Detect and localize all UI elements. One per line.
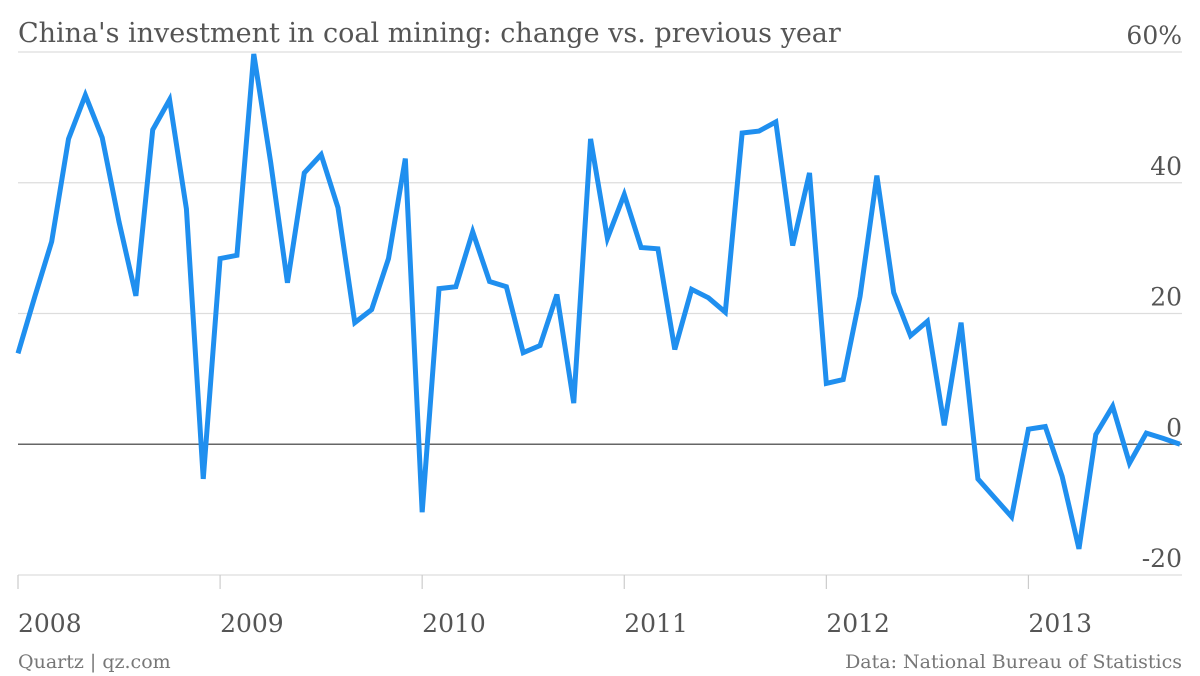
x-tick-label: 2009 — [220, 609, 284, 638]
line — [15, 53, 1181, 550]
x-tick-label: 2010 — [422, 609, 486, 638]
credit: Quartz | qz.com — [18, 651, 171, 673]
x-tick-label: 2008 — [18, 609, 82, 638]
x-tick-label: 2012 — [826, 609, 890, 638]
x-tick-label: 2011 — [624, 609, 688, 638]
y-tick-label: 40 — [1150, 152, 1182, 181]
chart-title: China's investment in coal mining: chang… — [18, 18, 841, 49]
y-tick-label: -20 — [1142, 544, 1182, 573]
x-tick-label: 2013 — [1028, 609, 1092, 638]
y-tick-label: 60% — [1126, 21, 1182, 50]
y-tick-label: 0 — [1166, 413, 1182, 442]
source: Data: National Bureau of Statistics — [845, 651, 1182, 673]
y-tick-label: 20 — [1150, 283, 1182, 312]
